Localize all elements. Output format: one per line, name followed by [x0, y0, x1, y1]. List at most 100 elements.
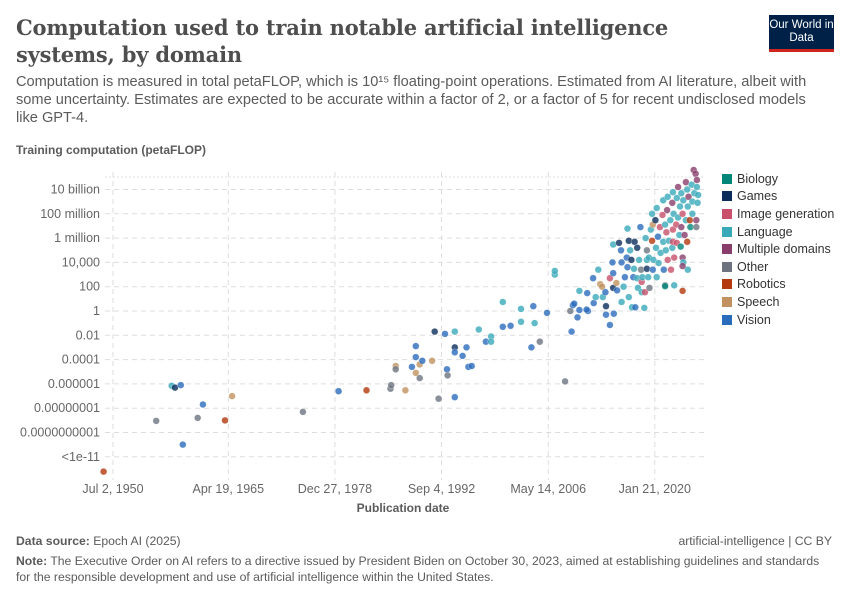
data-point-language[interactable] — [575, 287, 583, 295]
data-point-speech[interactable] — [401, 386, 409, 394]
data-point-language[interactable] — [653, 204, 661, 212]
data-point-language[interactable] — [630, 265, 638, 273]
data-point-vision[interactable] — [199, 400, 207, 409]
data-point-vision[interactable] — [660, 266, 668, 274]
data-point-speech[interactable] — [598, 283, 606, 291]
data-point-vision[interactable] — [499, 323, 507, 331]
data-point-language[interactable] — [551, 267, 559, 275]
data-point-image-generation[interactable] — [679, 210, 687, 218]
data-point-vision[interactable] — [418, 357, 426, 365]
data-point-vision[interactable] — [575, 306, 583, 314]
data-point-vision[interactable] — [583, 306, 591, 314]
data-point-image-generation[interactable] — [662, 228, 670, 236]
data-point-language[interactable] — [694, 199, 702, 207]
legend-item-image-generation[interactable]: Image generation — [722, 205, 834, 223]
data-point-language[interactable] — [635, 256, 643, 264]
data-point-robotics[interactable] — [362, 386, 371, 394]
data-point-language[interactable] — [684, 266, 692, 274]
legend-item-biology[interactable]: Biology — [722, 170, 834, 188]
data-point-biology[interactable] — [661, 282, 669, 290]
data-point-language[interactable] — [487, 338, 495, 346]
data-point-language[interactable] — [652, 244, 660, 252]
data-point-language[interactable] — [644, 273, 652, 281]
legend-item-multiple-domains[interactable]: Multiple domains — [722, 240, 834, 258]
data-point-language[interactable] — [666, 216, 674, 224]
data-point-other[interactable] — [536, 338, 544, 346]
data-point-vision[interactable] — [451, 348, 459, 356]
data-point-games[interactable] — [625, 237, 633, 245]
data-point-games[interactable] — [627, 256, 635, 264]
data-point-language[interactable] — [623, 225, 632, 233]
data-point-vision[interactable] — [177, 381, 185, 389]
data-point-vision[interactable] — [621, 273, 629, 281]
data-point-vision[interactable] — [412, 342, 420, 350]
data-point-vision[interactable] — [631, 303, 639, 311]
data-point-vision[interactable] — [179, 441, 187, 449]
data-point-vision[interactable] — [570, 300, 578, 308]
data-point-vision[interactable] — [408, 363, 416, 371]
data-point-language[interactable] — [620, 283, 628, 291]
data-point-image-generation[interactable] — [641, 288, 649, 296]
data-point-other[interactable] — [299, 408, 307, 416]
data-point-language[interactable] — [626, 246, 634, 254]
data-point-language[interactable] — [499, 298, 507, 306]
data-point-other[interactable] — [392, 365, 400, 373]
data-point-multiple-domains[interactable] — [693, 176, 701, 184]
data-point-language[interactable] — [673, 194, 681, 202]
source-value[interactable]: Epoch AI (2025) — [93, 534, 181, 548]
data-point-vision[interactable] — [443, 365, 451, 373]
data-point-other[interactable] — [387, 381, 395, 389]
data-point-language[interactable] — [679, 196, 687, 204]
data-point-language[interactable] — [517, 305, 525, 313]
data-point-image-generation[interactable] — [669, 226, 677, 234]
data-point-multiple-domains[interactable] — [681, 231, 689, 239]
data-point-biology[interactable] — [677, 243, 685, 251]
data-point-language[interactable] — [664, 193, 672, 201]
data-point-language[interactable] — [684, 202, 692, 211]
data-point-other[interactable] — [561, 377, 569, 385]
data-point-multiple-domains[interactable] — [684, 193, 693, 201]
data-point-speech[interactable] — [612, 279, 620, 287]
data-point-image-generation[interactable] — [670, 254, 678, 262]
data-point-games[interactable] — [633, 244, 641, 252]
data-point-vision[interactable] — [618, 258, 626, 266]
data-point-multiple-domains[interactable] — [677, 223, 685, 231]
data-point-language[interactable] — [676, 202, 684, 211]
data-point-vision[interactable] — [462, 343, 471, 351]
data-point-language[interactable] — [642, 234, 650, 242]
data-point-vision[interactable] — [412, 353, 420, 361]
data-point-language[interactable] — [649, 256, 657, 264]
data-point-vision[interactable] — [601, 288, 609, 296]
data-point-speech[interactable] — [412, 369, 420, 377]
data-point-language[interactable] — [693, 183, 701, 191]
data-point-multiple-domains[interactable] — [692, 216, 700, 224]
data-point-vision[interactable] — [590, 299, 598, 307]
data-point-games[interactable] — [643, 265, 651, 273]
legend-item-robotics[interactable]: Robotics — [722, 276, 834, 294]
data-point-vision[interactable] — [654, 233, 662, 241]
legend-item-other[interactable]: Other — [722, 258, 834, 276]
data-point-language[interactable] — [677, 189, 685, 197]
license-link[interactable]: artificial-intelligence | CC BY — [678, 534, 832, 548]
data-point-vision[interactable] — [602, 311, 610, 319]
data-point-language[interactable] — [592, 293, 600, 301]
data-point-robotics[interactable] — [648, 237, 656, 245]
data-point-language[interactable] — [451, 328, 459, 336]
data-point-vision[interactable] — [527, 343, 535, 351]
data-point-language[interactable] — [475, 325, 483, 334]
data-point-other[interactable] — [645, 284, 654, 292]
data-point-language[interactable] — [517, 318, 525, 326]
data-point-other[interactable] — [435, 395, 443, 403]
data-point-language[interactable] — [640, 304, 648, 312]
data-point-vision[interactable] — [608, 258, 617, 266]
data-point-language[interactable] — [688, 210, 696, 218]
data-point-image-generation[interactable] — [664, 256, 672, 264]
data-point-vision[interactable] — [507, 322, 515, 330]
data-point-robotics[interactable] — [679, 287, 687, 295]
data-point-vision[interactable] — [459, 352, 467, 360]
data-point-language[interactable] — [531, 319, 539, 327]
data-point-multiple-domains[interactable] — [692, 170, 700, 178]
data-point-games[interactable] — [602, 302, 610, 310]
data-point-vision[interactable] — [451, 393, 459, 401]
data-point-other[interactable] — [194, 414, 202, 422]
